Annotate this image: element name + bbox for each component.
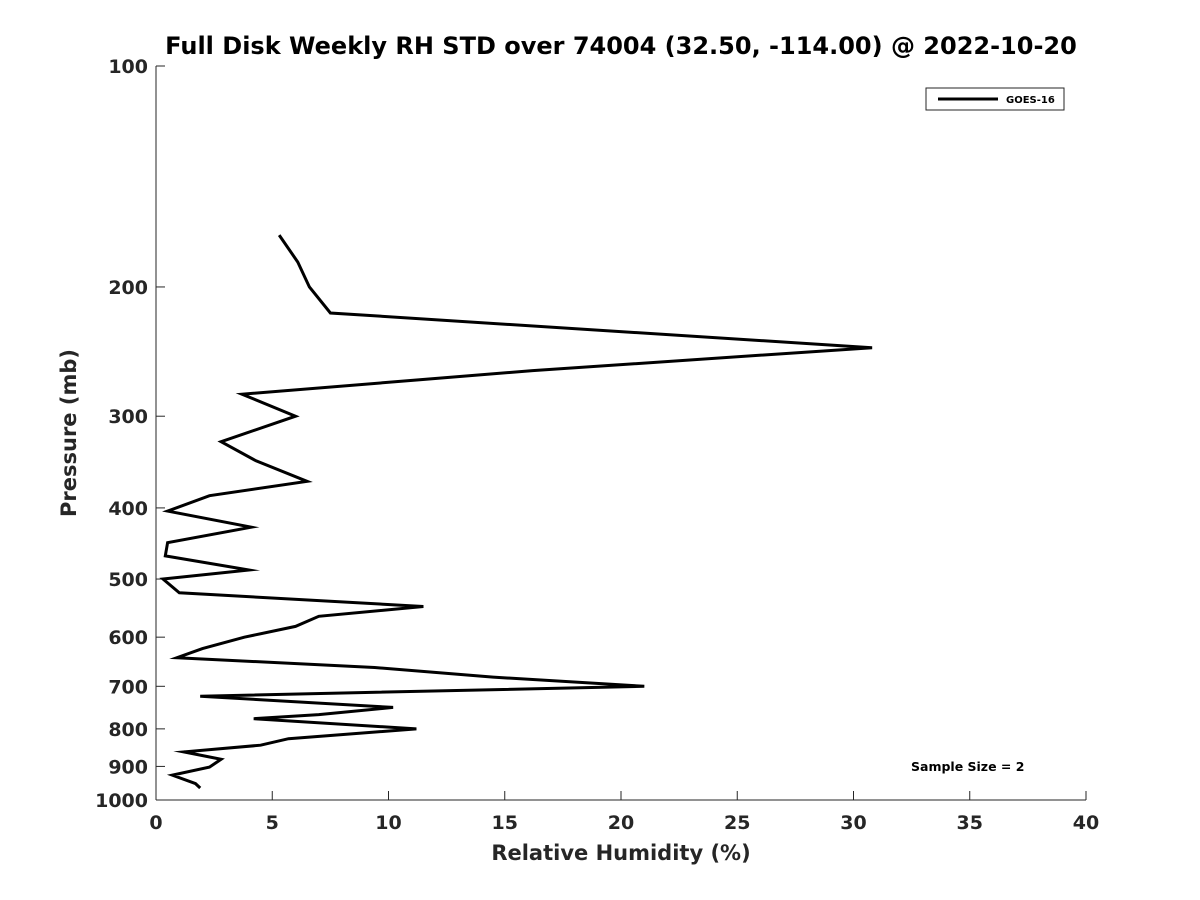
y-tick-label: 100 <box>108 56 148 78</box>
x-tick-label: 5 <box>266 812 279 834</box>
x-tick-label: 25 <box>724 812 750 834</box>
chart-title: Full Disk Weekly RH STD over 74004 (32.5… <box>165 32 1077 60</box>
series-line <box>159 234 873 790</box>
y-tick-label: 600 <box>108 627 148 649</box>
y-tick-label: 200 <box>108 277 148 299</box>
x-tick-label: 0 <box>149 812 162 834</box>
y-tick-label: 1000 <box>95 790 148 812</box>
y-tick-label: 700 <box>108 676 148 698</box>
x-tick-label: 30 <box>840 812 866 834</box>
y-tick-label: 800 <box>108 719 148 741</box>
axes <box>155 66 1086 801</box>
legend: GOES-16 <box>925 87 1065 111</box>
x-tick-label: 40 <box>1073 812 1099 834</box>
legend-label: GOES-16 <box>1006 95 1055 106</box>
series-layer <box>159 234 873 790</box>
x-ticks: 0 5 10 15 20 25 30 35 40 <box>149 791 1099 834</box>
x-tick-label: 35 <box>957 812 983 834</box>
x-tick-label: 10 <box>375 812 401 834</box>
x-tick-label: 15 <box>492 812 518 834</box>
y-ticks: 100 200 300 400 500 600 700 800 900 1000 <box>95 56 165 812</box>
y-tick-label: 400 <box>108 498 148 520</box>
y-tick-label: 500 <box>108 569 148 591</box>
y-axis-label: Pressure (mb) <box>57 349 81 517</box>
x-axis-label: Relative Humidity (%) <box>491 841 750 865</box>
sample-size-annotation: Sample Size = 2 <box>911 759 1024 774</box>
y-tick-label: 300 <box>108 406 148 428</box>
y-tick-label: 900 <box>108 756 148 778</box>
x-tick-label: 20 <box>608 812 634 834</box>
